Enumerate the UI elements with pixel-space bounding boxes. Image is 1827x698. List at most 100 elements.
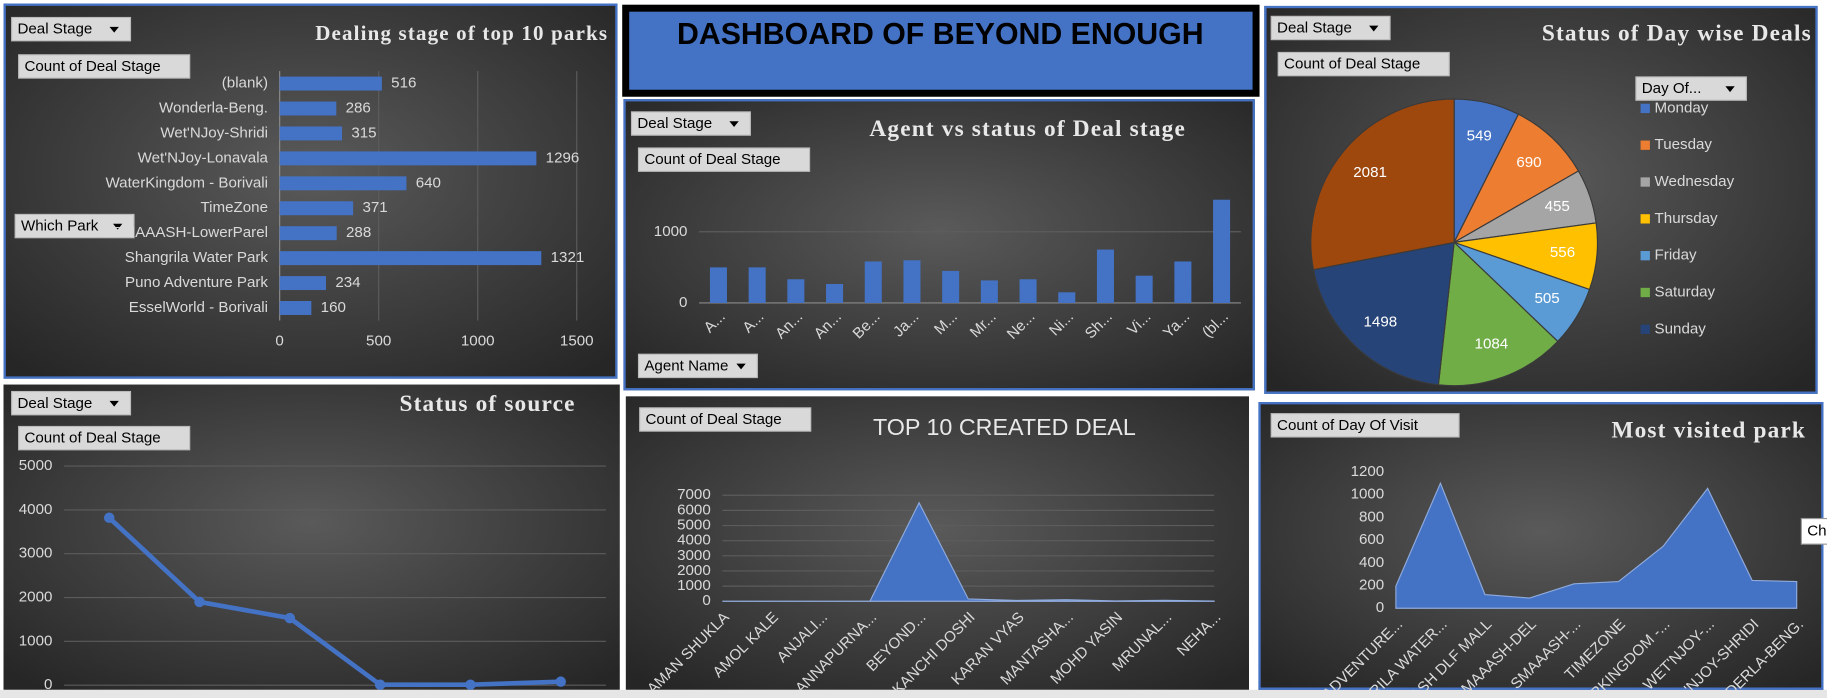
bar — [279, 251, 542, 266]
line-series — [107, 516, 561, 688]
x-tick-label: 500 — [366, 332, 391, 349]
dropdown-arrow — [109, 26, 119, 33]
y-tick-label: 600 — [1359, 531, 1384, 548]
y-tick-label: 0 — [44, 676, 52, 693]
legend-label: Sunday — [1655, 320, 1707, 337]
y-tick-label: 2000 — [19, 589, 53, 606]
bar — [279, 276, 326, 291]
bar — [279, 151, 537, 166]
bar — [864, 261, 882, 303]
field-button — [630, 111, 751, 136]
field-button — [18, 425, 191, 451]
field-button-label: Which Park — [21, 218, 99, 235]
field-button-label: Count of Deal Stage — [644, 151, 780, 168]
chart-panel: Status of source Deal Stage Count of Deal … — [3, 384, 620, 693]
chart-title: Agent vs status of Deal stage — [869, 116, 1186, 142]
dropdown-arrow — [113, 223, 123, 230]
line-point — [103, 512, 115, 524]
category-label: TimeZone — [200, 199, 268, 216]
value-label: 160 — [321, 299, 346, 316]
category-label: (blank) — [222, 75, 268, 92]
pie-slice — [1452, 113, 1580, 244]
category-label: WaterKingdom - Borivali — [105, 174, 268, 191]
dropdown-arrow — [1725, 86, 1735, 93]
tooltip: Cha — [1807, 522, 1827, 539]
chart-title: Most visited park — [1611, 418, 1806, 444]
area-series — [1395, 481, 1798, 609]
category-label: EsselWorld - Borivali — [129, 299, 268, 316]
line-point — [194, 596, 205, 608]
field-button — [1277, 51, 1450, 77]
data-label: 505 — [1534, 290, 1559, 307]
legend-swatch — [1640, 140, 1650, 150]
y-tick-label: 1000 — [677, 577, 711, 594]
bar — [1213, 199, 1231, 303]
legend-label: Monday — [1655, 99, 1709, 116]
field-button — [11, 390, 132, 416]
line-point — [284, 612, 296, 624]
y-tick-label: 800 — [1359, 508, 1384, 525]
x-tick-label: 1500 — [560, 332, 594, 349]
chart-panel: Most visited park Count of Day Of Visit 0 2… — [1258, 402, 1824, 690]
bar — [1174, 261, 1192, 303]
field-button-label: Deal Stage — [1277, 20, 1352, 37]
x-tick-label: 1000 — [461, 332, 495, 349]
legend-swatch — [1640, 103, 1650, 114]
value-label: 371 — [362, 199, 387, 216]
panel-bg — [623, 99, 1255, 391]
y-tick-label: 3000 — [19, 545, 53, 562]
field-button — [639, 407, 812, 432]
dropdown-arrow — [729, 121, 739, 128]
legend-swatch — [1640, 214, 1650, 224]
legend-label: Friday — [1655, 247, 1697, 264]
bar — [980, 280, 998, 303]
data-label: 549 — [1467, 127, 1492, 144]
bar — [279, 76, 382, 91]
field-button — [637, 353, 758, 379]
field-button-label: Count of Day Of Visit — [1277, 417, 1419, 434]
y-tick-label: 1200 — [1351, 463, 1385, 480]
data-label: 556 — [1550, 244, 1575, 261]
x-tick-label: 0 — [275, 332, 283, 349]
chart-panel: TOP 10 CREATED DEAL Count of Deal Stage 01… — [625, 396, 1250, 690]
value-label: 1296 — [546, 149, 580, 166]
field-button — [14, 213, 135, 239]
field-button — [1270, 15, 1391, 41]
chart-panel: Dealing stage of top 10 parks Deal Stage C… — [3, 3, 618, 379]
y-tick-label: 4000 — [677, 532, 711, 549]
y-tick-label: 1000 — [654, 223, 688, 240]
sheet-tabs-bar — [0, 689, 1827, 698]
legend-swatch — [1640, 287, 1650, 298]
y-tick-label: 7000 — [677, 486, 711, 503]
field-button-label: Day Of... — [1642, 80, 1702, 97]
category-label: Wonderla-Beng. — [159, 100, 268, 117]
legend-label: Saturday — [1655, 283, 1716, 300]
bar — [279, 126, 343, 141]
legend-swatch — [1640, 324, 1650, 334]
chart-title: TOP 10 CREATED DEAL — [873, 414, 1136, 440]
legend-label: Wednesday — [1655, 173, 1735, 190]
field-button — [637, 147, 811, 172]
bar — [279, 101, 337, 116]
category-label: SMAAASH-LowerParel — [112, 224, 268, 241]
data-label: 455 — [1545, 198, 1570, 215]
y-tick-label: 1000 — [19, 632, 53, 649]
y-tick-label: 0 — [679, 294, 687, 311]
field-button-label: Agent Name — [644, 357, 728, 374]
category-label: Shangrila Water Park — [125, 249, 269, 266]
chart-title: Dealing stage of top 10 parks — [315, 21, 608, 45]
legend-label: Thursday — [1655, 210, 1718, 227]
y-tick-label: 5000 — [677, 517, 711, 534]
bar — [903, 260, 921, 303]
y-tick-label: 400 — [1359, 554, 1384, 571]
bar — [1096, 249, 1114, 303]
bar — [279, 301, 312, 315]
line-point — [465, 679, 476, 690]
field-button-label: Count of Deal Stage — [1284, 56, 1420, 73]
bar — [1058, 292, 1076, 303]
field-button-label: Count of Deal Stage — [24, 58, 160, 75]
bar — [279, 201, 354, 216]
dropdown-arrow — [736, 363, 746, 370]
